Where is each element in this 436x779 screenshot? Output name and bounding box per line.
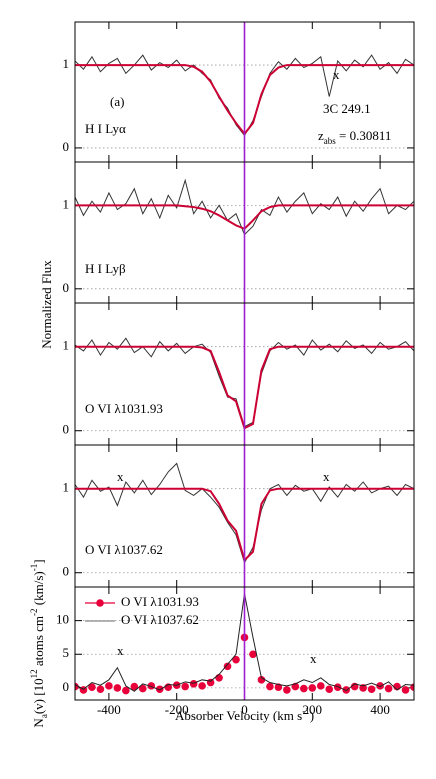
data-point xyxy=(367,685,376,694)
x-axis-label-part: Absorber Velocity (km s xyxy=(175,708,302,723)
data-point xyxy=(130,682,139,691)
y-tick-label: 10 xyxy=(56,612,69,627)
legend-label: O VI λ1031.93 xyxy=(121,594,199,609)
data-point xyxy=(223,662,232,671)
data-point xyxy=(266,682,274,691)
data-point xyxy=(105,682,113,690)
x-axis-label-part: ) xyxy=(310,708,314,723)
data-point xyxy=(401,686,410,694)
data-point xyxy=(376,682,384,690)
y-tick-label: 0 xyxy=(63,280,70,295)
annotation: x xyxy=(117,643,124,658)
data-point xyxy=(283,686,291,694)
x-axis-label-part: -1 xyxy=(302,706,310,716)
data-point xyxy=(333,683,342,692)
y-axis-label-part: -1 xyxy=(29,564,39,572)
data-point xyxy=(384,684,393,693)
data-point xyxy=(232,655,240,664)
y-tick-label: 1 xyxy=(63,338,70,353)
y-tick-label: 5 xyxy=(63,645,70,660)
x-tick-label: 200 xyxy=(303,702,323,717)
y-tick-label: 0 xyxy=(63,564,70,579)
data-point xyxy=(206,678,215,687)
y-axis-label-part: a xyxy=(39,714,49,718)
data-point xyxy=(189,680,198,688)
redshift-part: = 0.30811 xyxy=(336,128,392,143)
y-axis-label-part: 12 xyxy=(29,669,39,678)
y-axis-label-part: -2 xyxy=(29,608,39,616)
data-point xyxy=(181,682,189,691)
x-tick-label: 0 xyxy=(241,702,248,717)
data-point xyxy=(88,683,96,692)
data-point xyxy=(139,684,147,693)
annotation: x xyxy=(117,469,124,484)
x-axis-label: Absorber Velocity (km s-1) xyxy=(175,706,314,723)
data-point xyxy=(300,684,308,693)
panel-tag: (a) xyxy=(110,94,124,109)
y-tick-label: 1 xyxy=(63,56,70,71)
y-tick-label: 0 xyxy=(63,139,70,154)
y-axis-label-part: ] xyxy=(31,559,46,563)
redshift-part: z xyxy=(318,128,324,143)
legend-label: O VI λ1037.62 xyxy=(121,612,199,627)
redshift: zabs = 0.30811 xyxy=(318,128,391,146)
data-point xyxy=(122,686,130,695)
y-axis-label-part: (km/s) xyxy=(31,571,46,608)
y-axis-label-part: atoms cm xyxy=(31,616,46,669)
data-point xyxy=(393,682,401,691)
y-tick-label: 0 xyxy=(63,422,70,437)
panel-label: H I Lyβ xyxy=(85,261,126,276)
plot-area xyxy=(75,593,414,695)
data-point xyxy=(198,682,206,690)
annotation: x xyxy=(310,651,317,666)
data-point xyxy=(215,674,223,682)
data-point xyxy=(249,650,257,659)
x-tick-label: -400 xyxy=(97,702,121,717)
data-point xyxy=(96,685,105,694)
legend-marker xyxy=(96,599,104,607)
data-point xyxy=(316,682,325,690)
data-point xyxy=(325,685,334,694)
y-tick-label: 1 xyxy=(63,480,70,495)
panel-label: H I Lyα xyxy=(85,121,126,136)
panel-label: O VI λ1037.62 xyxy=(85,542,163,557)
y-axis-label: Normalized Flux xyxy=(39,260,54,349)
data-point xyxy=(113,684,122,692)
data-point xyxy=(359,684,367,692)
annotation: x xyxy=(323,469,330,484)
target-name: 3C 249.1 xyxy=(323,101,371,116)
frame xyxy=(74,586,415,701)
annotation: x xyxy=(333,67,340,82)
x-tick-label: 400 xyxy=(370,702,390,717)
y-axis-label-part: N xyxy=(31,718,46,728)
data-point xyxy=(308,684,317,692)
data-point xyxy=(342,686,351,694)
y-tick-label: 1 xyxy=(63,196,70,211)
redshift-part: abs xyxy=(324,136,336,146)
y-tick-label: 0 xyxy=(63,679,70,694)
y-axis-label: Na(v) [1012 atoms cm-2 (km/s)-1] xyxy=(29,559,49,727)
panel-label: O VI λ1031.93 xyxy=(85,401,163,416)
data-point xyxy=(257,676,266,684)
data-point xyxy=(155,685,164,694)
x-tick-label: -200 xyxy=(165,702,189,717)
y-axis-label-part: (v) [10 xyxy=(31,678,46,714)
